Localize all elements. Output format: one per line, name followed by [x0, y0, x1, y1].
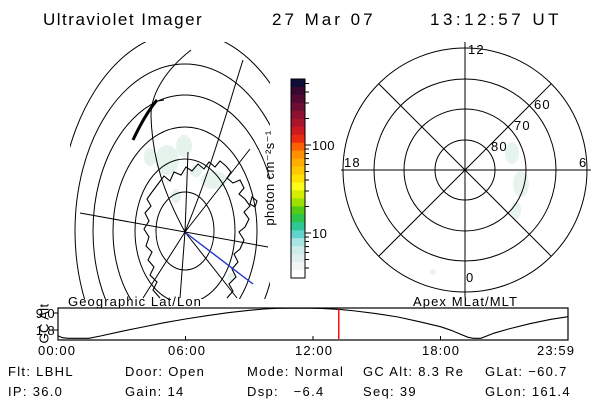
status-glat: GLat: −60.7: [485, 364, 568, 379]
map-bold-limb-segment: [131, 99, 159, 141]
colorbar-band: [291, 238, 305, 247]
colorbar-tick-100: 100: [312, 138, 335, 153]
colorbar-band: [291, 246, 305, 255]
polar-mlt-12-label: 12: [468, 42, 485, 57]
map-limb-tick: [157, 99, 165, 102]
polar-lat-60-label: 60: [534, 97, 551, 112]
map-groundtrack-line: [185, 232, 254, 285]
map-meridian-grid: [79, 49, 269, 299]
colorbar-band: [291, 174, 305, 183]
colorbar-band: [291, 86, 305, 96]
time-label: 13:12:57 UT: [430, 10, 563, 29]
status-ip: IP: 36.0: [8, 384, 64, 399]
colorbar-band: [291, 182, 305, 191]
colorbar-band: [291, 118, 305, 128]
colorbar-band: [291, 198, 305, 207]
polar-grid-panel: [341, 42, 591, 297]
colorbar-frame: [290, 78, 306, 279]
colorbar-tick-10: 10: [312, 226, 328, 241]
strip-ytick-1-8: 1.8: [35, 323, 55, 338]
status-flt: Flt: LBHL: [8, 364, 74, 379]
polar-mlt-0-label: 0: [466, 270, 475, 285]
colorbar-band: [291, 79, 305, 88]
colorbar-band: [291, 254, 305, 263]
colorbar-band: [291, 214, 305, 223]
colorbar-band: [291, 94, 305, 104]
polar-mlt-18-label: 18: [344, 155, 361, 170]
polar-faint-emission: [430, 142, 529, 275]
gc-alt-series: [57, 307, 569, 339]
colorbar-band: [291, 166, 305, 175]
colorbar: [291, 79, 311, 279]
strip-axis-ticks: [53, 312, 441, 340]
status-dsp: Dsp: −6.4: [247, 384, 325, 399]
polar-mlt-spokes: [341, 42, 591, 297]
colorbar-band: [291, 190, 305, 199]
strip-xtick-1800: 18:00: [422, 343, 461, 358]
strip-xtick-1200: 12:00: [295, 343, 334, 358]
colorbar-band: [291, 102, 305, 112]
colorbar-units-label: photon cm⁻²s⁻¹: [262, 130, 277, 226]
gc-alt-curve: [57, 307, 569, 339]
status-gc-alt: GC Alt: 8.3 Re: [363, 364, 465, 379]
strip-xtick-0600: 06:00: [168, 343, 207, 358]
status-mode: Mode: Normal: [247, 364, 345, 379]
map-coastline: [143, 160, 258, 299]
app-title: Ultraviolet Imager: [43, 10, 204, 29]
colorbar-band: [291, 150, 305, 159]
colorbar-band: [291, 262, 305, 271]
date-label: 27 Mar 07: [272, 10, 376, 29]
status-gain: Gain: 14: [125, 384, 185, 399]
polar-caption: Apex MLat/MLT: [413, 294, 519, 309]
colorbar-band: [291, 158, 305, 167]
colorbar-band: [291, 230, 305, 239]
strip-xtick-2359: 23:59: [537, 343, 576, 358]
status-seq: Seq: 39: [363, 384, 417, 399]
colorbar-band: [291, 222, 305, 231]
status-glon: GLon: 161.4: [485, 384, 571, 399]
colorbar-band: [291, 134, 305, 144]
polar-mlt-6-label: 6: [579, 155, 588, 170]
strip-ytick-9: 9.0: [35, 306, 55, 321]
colorbar-band: [291, 206, 305, 215]
status-door: Door: Open: [125, 364, 206, 379]
geographic-map-panel: [70, 42, 270, 299]
colorbar-band: [291, 142, 305, 152]
map-latitude-grid: [70, 42, 270, 299]
polar-lat-70-label: 70: [514, 118, 531, 133]
polar-lat-80-label: 80: [491, 139, 508, 154]
colorbar-band: [291, 110, 305, 120]
colorbar-band: [291, 270, 305, 279]
gc-alt-strip-chart: [53, 307, 569, 341]
strip-frame: [57, 307, 569, 341]
map-caption: Geographic Lat/Lon: [68, 294, 202, 309]
colorbar-band: [291, 126, 305, 136]
strip-xtick-0000: 00:00: [38, 343, 77, 358]
